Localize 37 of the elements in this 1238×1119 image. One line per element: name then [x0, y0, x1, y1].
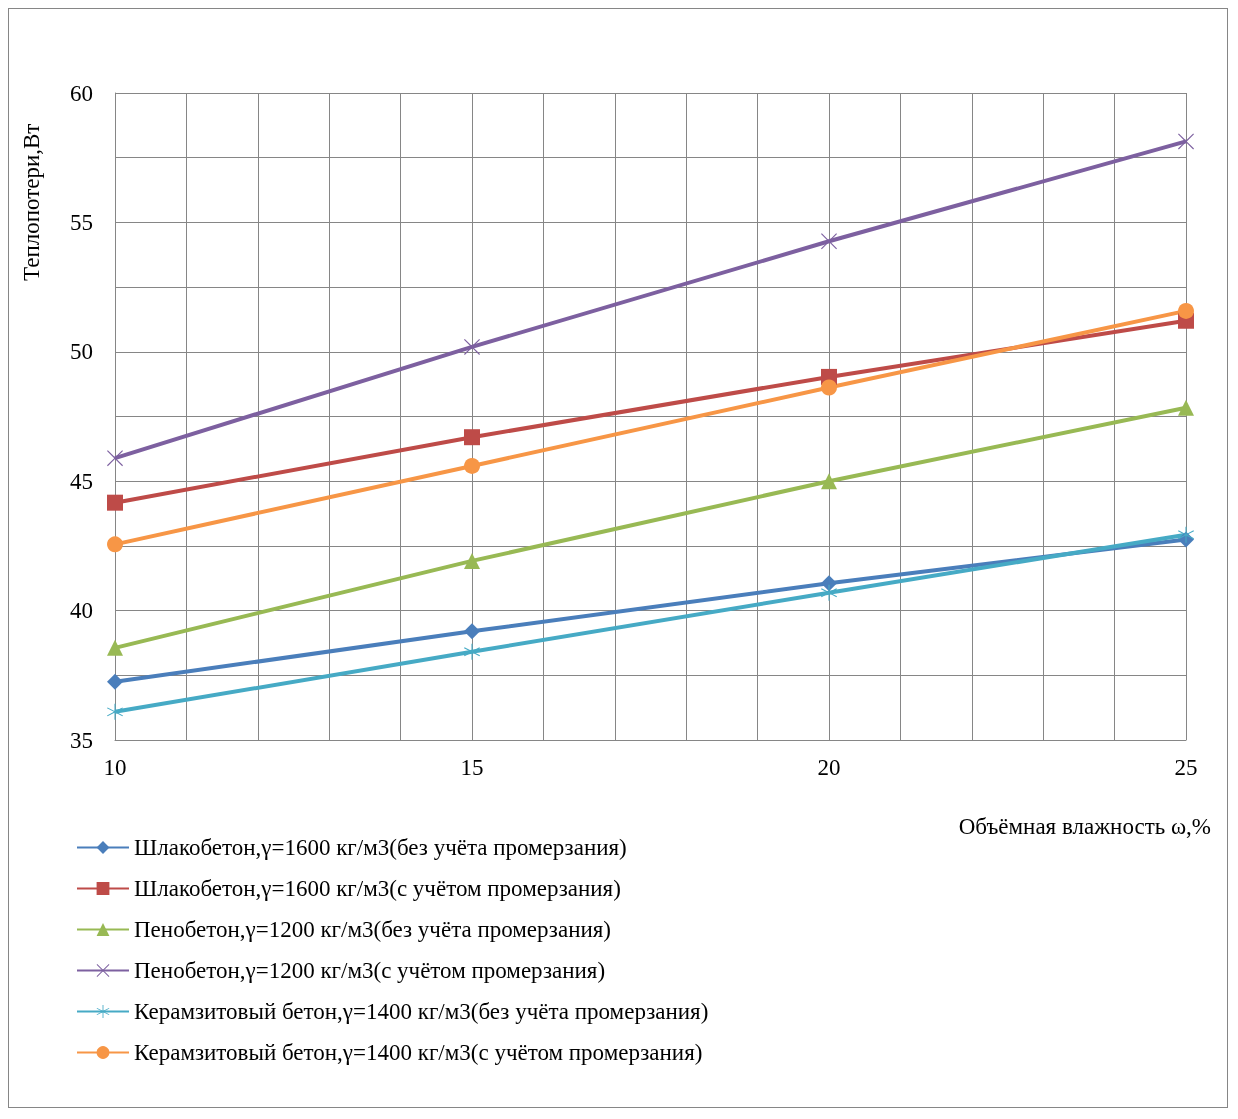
point	[107, 494, 123, 511]
y-tick-label: 45	[70, 468, 93, 494]
point	[821, 584, 837, 601]
x-tick-label: 25	[1174, 755, 1198, 780]
y-axis-title: Теплопотери,Вт	[18, 123, 44, 281]
point	[464, 623, 480, 640]
point	[1178, 302, 1194, 319]
x-tick-label: 20	[817, 755, 841, 780]
y-tick-label: 60	[70, 80, 93, 106]
point	[464, 643, 480, 660]
legend-label: Керамзитовый бетон,γ=1400 кг/м3(с учётом промерзания)	[134, 1040, 703, 1065]
point	[464, 552, 480, 569]
point	[821, 379, 837, 396]
point	[1178, 133, 1194, 150]
legend-label: Шлакобетон,γ=1600 кг/м3(с учётом промерзания)	[134, 876, 621, 901]
point	[821, 575, 837, 592]
point	[107, 703, 123, 720]
point	[464, 457, 480, 474]
legend-label: Пенобетон,γ=1200 кг/м3(без учёта промерзания)	[134, 917, 611, 942]
point	[107, 536, 123, 553]
point	[1178, 526, 1194, 543]
point	[107, 639, 123, 656]
legend-label: Пенобетон,γ=1200 кг/м3(с учётом промерзания)	[134, 958, 606, 983]
point	[107, 673, 123, 690]
legend-label: Шлакобетон,γ=1600 кг/м3(без учёта промерзания)	[134, 835, 627, 860]
point	[464, 429, 480, 446]
x-tick-label: 15	[460, 755, 484, 780]
y-tick-label: 40	[70, 598, 93, 624]
x-tick-label: 10	[103, 755, 127, 780]
y-tick-label: 50	[70, 339, 93, 365]
y-tick-label: 55	[70, 209, 93, 235]
legend-label: Керамзитовый бетон,γ=1400 кг/м3(без учёта промерзания)	[134, 999, 709, 1024]
y-tick-label: 35	[70, 727, 93, 753]
point	[821, 233, 837, 250]
point	[821, 473, 837, 490]
point	[1178, 399, 1194, 416]
x-axis-title: Объёмная влажность ω,%	[958, 814, 1212, 839]
